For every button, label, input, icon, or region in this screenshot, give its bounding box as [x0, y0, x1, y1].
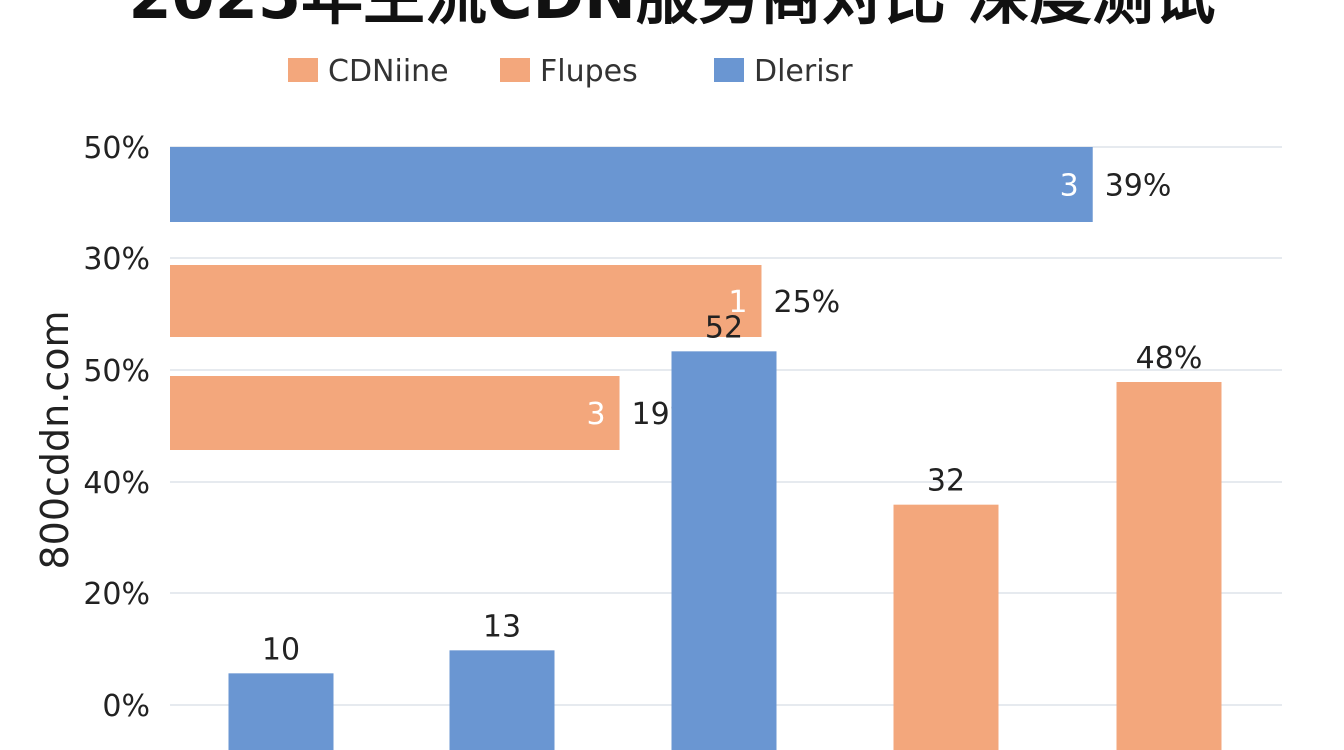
y-tick-label: 40%: [83, 466, 150, 501]
bar: [893, 504, 999, 750]
legend-label: Flupes: [540, 54, 638, 89]
legend-swatch: [288, 58, 318, 82]
bar: [170, 376, 620, 450]
bar: [1116, 382, 1222, 750]
value-label: 13: [483, 609, 521, 644]
bar: [170, 147, 1093, 222]
value-label: 32: [927, 464, 965, 499]
bar-inner-label: 3: [586, 397, 605, 432]
y-tick-label: 20%: [83, 577, 150, 612]
y-tick-label: 50%: [83, 354, 150, 389]
bar-inner-label: 1: [728, 285, 747, 320]
bar-inner-label: 3: [1060, 169, 1079, 204]
value-label: 52: [705, 310, 743, 345]
legend-swatch: [714, 58, 744, 82]
value-label: 10: [262, 632, 300, 667]
legend-label: Dlerisr: [754, 54, 853, 89]
y-tick-label: 0%: [102, 689, 150, 724]
value-label: 25%: [773, 285, 840, 320]
bar: [449, 650, 555, 750]
y-axis-label: 800cddn.com: [33, 311, 77, 570]
value-label: 48%: [1136, 341, 1203, 376]
bar: [228, 673, 334, 750]
y-tick-label: 30%: [83, 242, 150, 277]
value-label: 39%: [1105, 169, 1172, 204]
bar: [671, 351, 777, 750]
legend-label: CDNiine: [328, 54, 449, 89]
y-tick-label: 50%: [83, 131, 150, 166]
bar: [170, 265, 762, 337]
chart-title: 2025年主流CDN服务商对比 深度测试: [129, 0, 1216, 33]
legend-swatch: [500, 58, 530, 82]
